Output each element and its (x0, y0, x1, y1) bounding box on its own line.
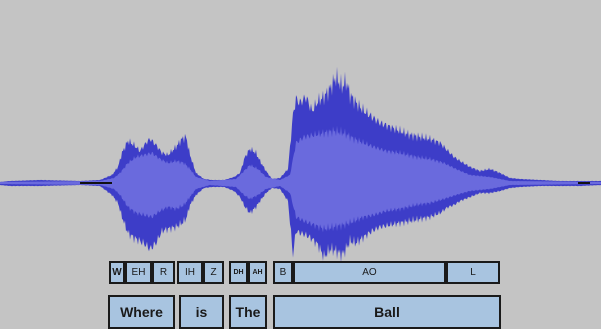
waveform-inner-envelope (0, 125, 601, 233)
phoneme-ao[interactable]: AO (293, 261, 446, 284)
phoneme-eh[interactable]: EH (125, 261, 152, 284)
word-where[interactable]: Where (108, 295, 175, 329)
word-the[interactable]: The (229, 295, 267, 329)
phoneme-l[interactable]: L (446, 261, 500, 284)
phoneme-w[interactable]: W (109, 261, 125, 284)
phoneme-ih[interactable]: IH (177, 261, 203, 284)
phoneme-z[interactable]: Z (203, 261, 224, 284)
word-is[interactable]: is (179, 295, 224, 329)
phoneme-r[interactable]: R (152, 261, 175, 284)
phoneme-ah[interactable]: AH (248, 261, 267, 284)
phoneme-b[interactable]: B (273, 261, 293, 284)
phoneme-dh[interactable]: DH (229, 261, 248, 284)
word-ball[interactable]: Ball (273, 295, 501, 329)
